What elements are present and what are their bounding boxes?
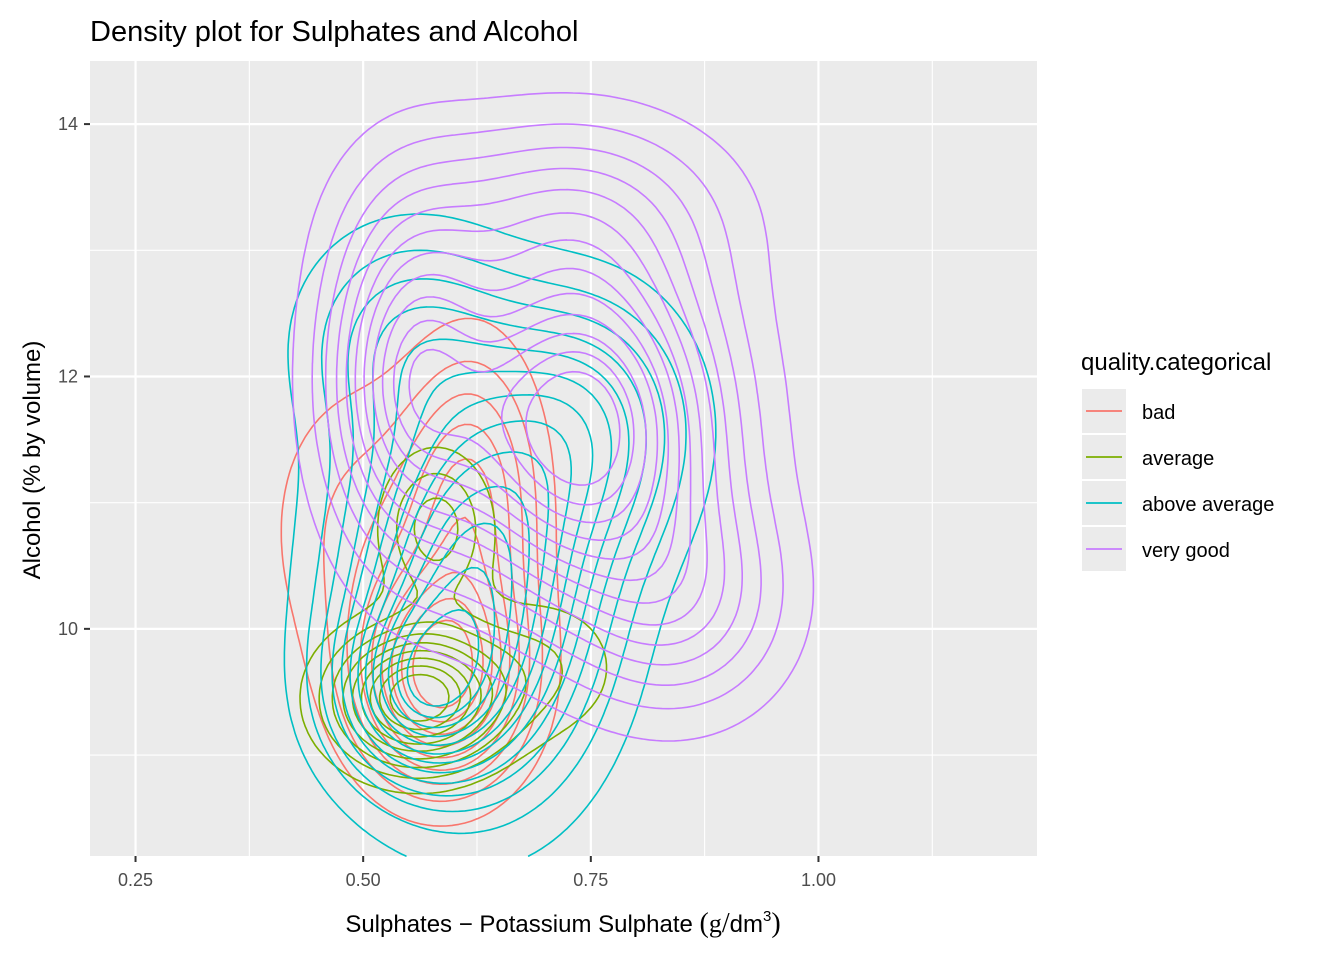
x-axis-title: Sulphates − Potassium Sulphate (g/dm3) [345,908,780,939]
contour-series-very-good [291,92,815,742]
x-axis-unit-slash: / [722,908,730,939]
contour-line [291,92,815,742]
x-tick-label: 0.50 [346,870,381,890]
contour-line [349,370,613,774]
x-tick-label: 0.25 [118,870,153,890]
legend-label: average [1142,448,1214,470]
x-axis-unit-open: ( [700,908,709,939]
contour-line [525,370,621,486]
x-axis-unit-num: g [709,909,722,938]
x-axis-unit-sup: 3 [763,908,771,925]
contour-line [331,306,647,797]
contour-line [408,332,647,524]
contour-line [345,188,726,646]
x-tick-label: 0.75 [573,870,608,890]
contour-line [372,267,680,582]
contour-layers [280,92,815,857]
contour-line [357,394,594,764]
legend-label: very good [1142,540,1230,562]
contour-line [392,313,659,541]
legend: quality.categorical bad average above aver… [1081,349,1274,571]
y-tick-label: 14 [58,114,78,134]
legend-label: above average [1142,494,1274,516]
contour-line [363,239,692,604]
contour-line [500,351,635,506]
contour-line [381,292,670,560]
panel-background [90,61,1037,856]
legend-items: bad average above average very good [1082,389,1274,571]
y-tick-label: 10 [58,619,78,639]
x-axis-unit-den: dm [730,911,763,938]
contour-line [311,123,784,710]
contour-line [320,278,666,813]
legend-item-bad: bad [1082,389,1175,433]
y-tick-label: 12 [58,366,78,386]
contour-line [340,338,630,785]
legend-title: quality.categorical [1081,349,1271,376]
contour-line [354,212,708,626]
contour-line [324,146,762,686]
legend-item-above-average: above average [1082,481,1274,525]
legend-item-very-good: very good [1082,527,1230,571]
y-axis-title: Alcohol (% by volume) [19,341,46,580]
legend-item-average: average [1082,435,1214,479]
x-tick-label: 1.00 [801,870,836,890]
chart-title: Density plot for Sulphates and Alcohol [90,16,578,48]
x-axis-unit-close: ) [771,908,780,939]
contour-line [335,167,743,666]
x-axis: 0.25 0.50 0.75 1.00 [118,856,836,890]
x-axis-title-main: Sulphates − Potassium Sulphate [345,911,693,938]
y-axis: 10 12 14 [58,114,90,639]
legend-label: bad [1142,402,1175,424]
plot-panel [90,61,1037,857]
